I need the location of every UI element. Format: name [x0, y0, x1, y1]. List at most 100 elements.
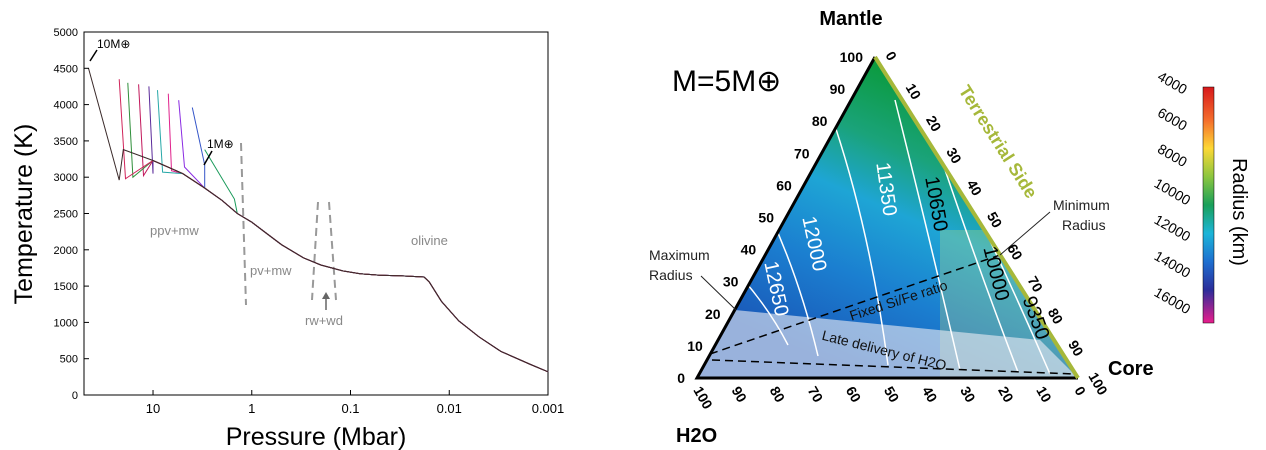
ternary-bottom-tick: 70	[805, 384, 827, 406]
ternary-right-tick: 70	[1025, 273, 1047, 295]
ternary-left-tick: 70	[794, 145, 810, 161]
y-tick-label: 4500	[54, 63, 78, 75]
ternary-right-tick: 60	[1004, 241, 1026, 263]
excluded-region	[697, 310, 1078, 378]
corner-h2o: H2O	[676, 425, 717, 447]
boundary-wd	[328, 201, 337, 301]
ternary-right-tick: 80	[1045, 305, 1067, 327]
y-tick-label: 500	[60, 354, 78, 366]
contour-11350	[832, 119, 889, 366]
series-line	[178, 100, 549, 373]
y-tick-label: 4000	[54, 100, 78, 112]
contour-10650	[894, 99, 961, 371]
series-line	[157, 90, 549, 373]
annot-max-radius-1: Maximum	[649, 247, 710, 263]
y-tick-label: 3000	[54, 172, 78, 184]
colorbar-tick-label: 10000	[1152, 175, 1194, 208]
ternary-left-tick: 100	[840, 49, 864, 65]
ternary-left-tick: 50	[758, 210, 774, 226]
series-line	[138, 84, 549, 373]
annot-max-radius-2: Radius	[649, 267, 693, 283]
ternary-left-tick: 90	[830, 81, 846, 97]
arrow-10M	[89, 49, 98, 62]
x-tick-label: 0.01	[437, 401, 462, 416]
colorbar-tick-label: 4000	[1155, 68, 1190, 98]
series-line	[204, 149, 549, 373]
x-tick-label: 0.1	[341, 401, 359, 416]
annot-10M: 10M⊕	[97, 37, 130, 51]
ternary-left-tick: 60	[776, 177, 792, 193]
colorbar-label: Radius (km)	[1228, 158, 1250, 266]
series-line	[148, 86, 549, 373]
annot-rw-wd: rw+wd	[305, 313, 343, 328]
ternary-left-tick: 30	[723, 274, 739, 290]
colorbar-tick-label: 16000	[1152, 284, 1194, 317]
annot-ppv-mw: ppv+mw	[150, 223, 199, 238]
phase-boundaries	[240, 142, 337, 310]
colorbar-tick-label: 6000	[1155, 104, 1190, 134]
ternary-left-tick: 80	[812, 113, 828, 129]
colorbar	[1202, 86, 1215, 324]
ternary-bottom-tick: 100	[690, 384, 716, 412]
x-axis-label: Pressure (Mbar)	[226, 423, 407, 450]
corner-core: Core	[1108, 358, 1154, 380]
arrow-1M	[203, 150, 213, 166]
ternary-left-tick: 10	[687, 338, 703, 354]
ternary-left-tick: 20	[705, 306, 721, 322]
annot-olivine: olivine	[411, 233, 448, 248]
boundary-rw	[311, 201, 319, 301]
ternary-bottom-tick: 90	[729, 384, 751, 406]
series-line	[88, 68, 549, 373]
ternary-bottom-tick: 60	[843, 384, 865, 406]
ternary-right-tick: 20	[923, 113, 945, 135]
rw-wd-arrowhead	[322, 292, 330, 299]
min-radius-pointer	[999, 211, 1051, 256]
boundary-ppv-pv	[240, 142, 247, 306]
ternary-title: M=5M⊕	[672, 65, 781, 98]
x-tick-label: 0.001	[532, 401, 565, 416]
y-tick-label: 5000	[54, 27, 78, 39]
ternary-bottom-tick: 80	[767, 384, 789, 406]
x-tick-label: 10	[146, 401, 160, 416]
ternary-right-tick: 50	[984, 209, 1006, 231]
line-late-delivery	[711, 359, 1076, 375]
x-tick-label: 1	[248, 401, 255, 416]
ternary-bottom-tick: 30	[957, 384, 979, 406]
y-tick-label: 3500	[54, 136, 78, 148]
ternary-right-tick: 30	[943, 145, 965, 167]
ternary-right-tick: 0	[882, 49, 900, 64]
annot-min-radius-1: Minimum	[1053, 197, 1110, 213]
colorbar-tick-label: 14000	[1152, 248, 1194, 281]
colorbar-tick-label: 12000	[1152, 211, 1194, 244]
terrestrial-side	[873, 55, 1080, 380]
corner-mantle: Mantle	[819, 8, 882, 30]
max-radius-pointer	[700, 275, 737, 311]
ternary-left-tick: 0	[677, 370, 685, 386]
colorbar-tick-label: 8000	[1155, 141, 1190, 171]
y-axis-label: Temperature (K)	[10, 124, 38, 305]
ternary-fill	[697, 57, 1078, 378]
ternary-bottom-tick: 0	[1071, 384, 1089, 399]
ternary-bottom-tick: 40	[919, 384, 941, 406]
ternary-left-tick: 40	[741, 242, 757, 258]
ternary-right-tick: 40	[964, 177, 986, 199]
y-tick-label: 2500	[54, 209, 78, 221]
annot-pv-mw: pv+mw	[250, 263, 292, 278]
ternary-bottom-tick: 20	[995, 384, 1017, 406]
annot-1M: 1M⊕	[207, 137, 234, 151]
annot-min-radius-2: Radius	[1062, 217, 1106, 233]
ternary-bottom-tick: 50	[881, 384, 903, 406]
plot-frame	[83, 31, 549, 396]
ternary-outline	[694, 56, 1078, 380]
ternary-bottom-tick: 10	[1033, 384, 1055, 406]
ternary-right-tick: 10	[903, 81, 925, 103]
series-line	[191, 107, 549, 373]
ternary-right-tick: 90	[1065, 337, 1087, 359]
pt-chart: 10 1 0.1 0.01 0.001 0 500 1000 1500 2000 2500 3000 3…	[10, 27, 564, 450]
series-line	[167, 93, 549, 373]
y-tick-label: 1500	[54, 281, 78, 293]
ternary-chart: 12650 12000 11350 10650 10000 9350 Fixed…	[649, 8, 1250, 447]
y-tick-label: 0	[72, 390, 78, 402]
y-tick-label: 2000	[54, 245, 78, 257]
y-tick-label: 1000	[54, 317, 78, 329]
